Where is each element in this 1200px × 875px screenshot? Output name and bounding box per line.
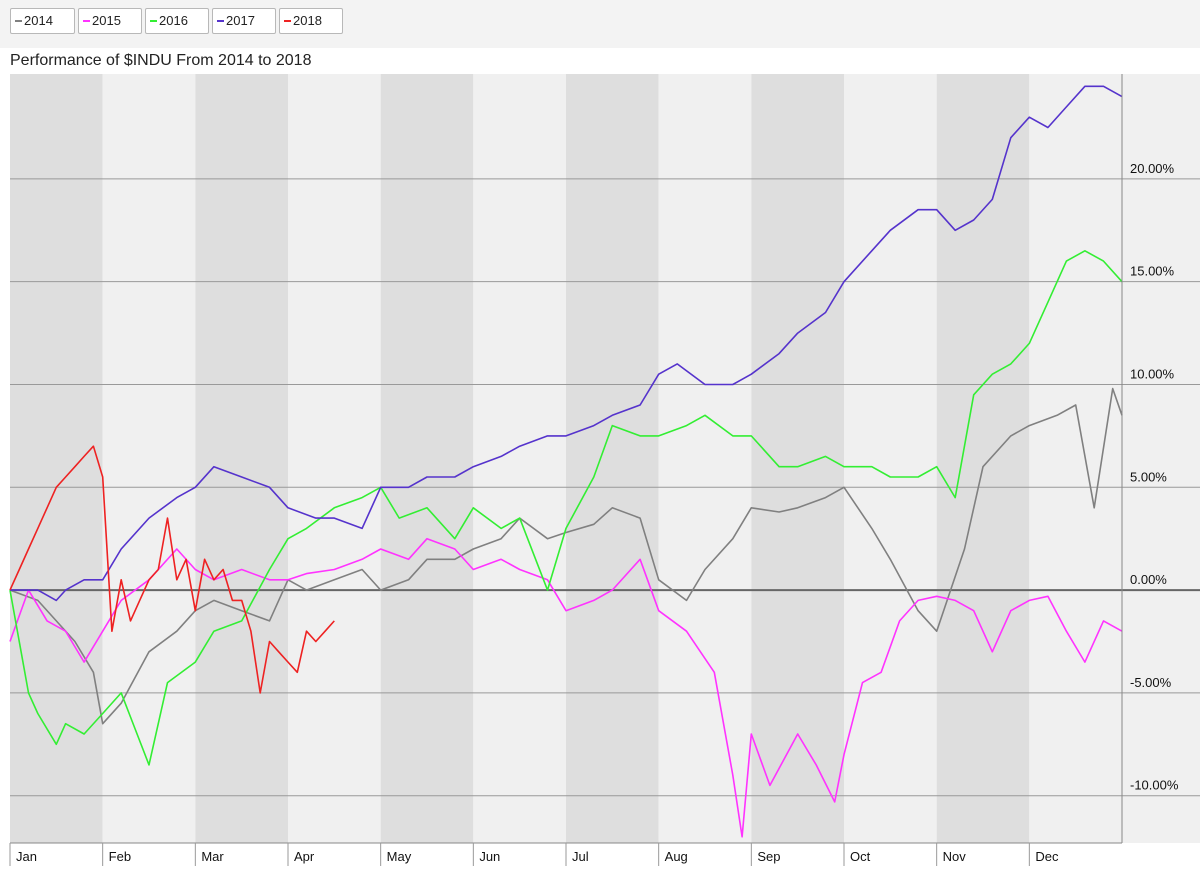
- month-band-jul: [566, 74, 659, 843]
- series-lines: [9, 85, 1123, 838]
- x-tick-label-sep: Sep: [757, 849, 780, 864]
- month-bands: [10, 74, 1200, 843]
- series-line-2014: [9, 387, 1123, 725]
- legend-swatch-2018: [284, 19, 291, 22]
- x-tick-label-may: May: [387, 849, 412, 864]
- x-tick-label-nov: Nov: [943, 849, 967, 864]
- month-band-feb: [102, 74, 196, 843]
- x-axis-ticks: Jan Feb Mar Apr May Jun Jul Aug Sep Oct Nov Dec: [9, 843, 1059, 866]
- x-tick-label-jun: Jun: [479, 849, 500, 864]
- legend-label-2017: 2017: [226, 13, 255, 28]
- legend-swatch-2015: [83, 19, 90, 22]
- x-tick-label-oct: Oct: [850, 849, 871, 864]
- legend-item-2017[interactable]: 2017: [212, 8, 276, 34]
- x-tick-label-jan: Jan: [16, 849, 37, 864]
- month-band-mar: [195, 74, 288, 843]
- series-line-2017: [10, 85, 1123, 602]
- month-band-oct: [844, 74, 937, 843]
- legend-item-2016[interactable]: 2016: [145, 8, 209, 34]
- legend-label-2014: 2014: [24, 13, 53, 28]
- month-band-apr: [288, 74, 381, 843]
- series-line-2016: [9, 250, 1123, 766]
- legend-item-2014[interactable]: 2014: [10, 8, 75, 34]
- month-band-jan: [10, 74, 103, 843]
- x-tick-label-jul: Jul: [572, 849, 589, 864]
- y-tick-label: 15.00%: [1130, 264, 1175, 279]
- month-band-aug: [658, 74, 752, 843]
- legend-item-2015[interactable]: 2015: [78, 8, 142, 34]
- month-band-dec: [1029, 74, 1122, 843]
- y-axis-area: [1122, 74, 1200, 843]
- y-tick-label: 5.00%: [1130, 469, 1167, 484]
- legend-swatch-2014: [15, 19, 22, 22]
- chart-title: Performance of $INDU From 2014 to 2018: [10, 52, 312, 69]
- month-band-jun: [473, 74, 566, 843]
- series-line-2018: [9, 445, 335, 694]
- month-band-nov: [936, 74, 1030, 843]
- y-tick-label: -10.00%: [1130, 778, 1179, 793]
- x-tick-label-feb: Feb: [109, 849, 131, 864]
- gridlines: [10, 178, 1200, 797]
- y-tick-label: -5.00%: [1130, 675, 1172, 690]
- x-tick-label-mar: Mar: [201, 849, 224, 864]
- series-line-2015: [9, 537, 1123, 838]
- y-tick-label: 20.00%: [1130, 161, 1175, 176]
- x-tick-label-dec: Dec: [1035, 849, 1059, 864]
- y-tick-label: 0.00%: [1130, 572, 1167, 587]
- legend-swatch-2016: [150, 19, 157, 22]
- legend-label-2015: 2015: [92, 13, 121, 28]
- x-tick-label-apr: Apr: [294, 849, 315, 864]
- y-tick-label: 10.00%: [1130, 366, 1175, 381]
- x-tick-label-aug: Aug: [665, 849, 688, 864]
- month-band-may: [380, 74, 474, 843]
- y-axis-ticks: 20.00% 15.00% 10.00% 5.00% 0.00% -5.00% -10.00…: [1130, 161, 1179, 793]
- legend-bar: 2014 2015 2016 2017 2018: [0, 0, 1200, 48]
- legend-swatch-2017: [217, 19, 224, 22]
- legend-label-2016: 2016: [159, 13, 188, 28]
- legend-item-2018[interactable]: 2018: [279, 8, 343, 34]
- legend-label-2018: 2018: [293, 13, 322, 28]
